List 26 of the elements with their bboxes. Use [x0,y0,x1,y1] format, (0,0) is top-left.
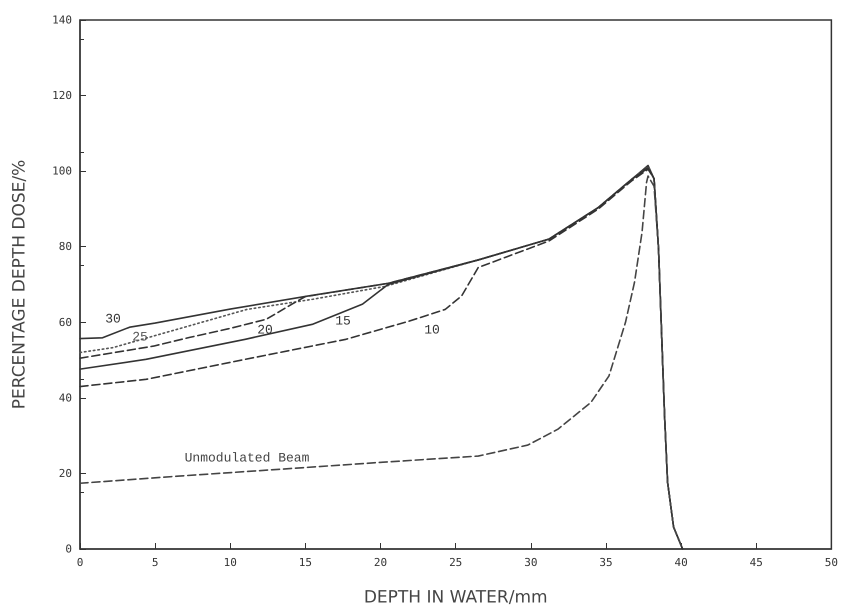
series-label: 20 [257,322,273,338]
series-label: 30 [105,312,121,326]
x-axis-title: DEPTH IN WATER/mm [364,588,548,608]
series-label: 15 [335,314,351,328]
y-tick-label: 0 [65,542,72,556]
y-tick-label: 60 [58,316,72,329]
y-tick-label: 140 [52,14,72,26]
x-tick-label: 50 [824,556,838,569]
x-tick-label: 5 [152,556,158,569]
y-tick-label: 100 [52,164,72,178]
x-tick-label: 10 [224,556,237,569]
x-tick-label: 0 [76,556,84,569]
y-tick-label: 120 [52,89,72,102]
x-tick-label: 20 [374,556,388,569]
y-tick-label: 80 [58,240,72,254]
y-tick-label: 20 [58,466,72,480]
x-tick-label: 30 [524,556,538,569]
x-tick-label: 15 [298,556,312,569]
series-label: 10 [424,322,440,338]
x-tick-label: 40 [674,556,688,569]
x-tick-label: 35 [599,556,613,569]
y-axis-title: PERCENTAGE DEPTH DOSE/% [10,160,30,410]
x-tick-label: 25 [449,556,462,569]
y-tick-label: 40 [58,391,72,404]
series-label: Unmodulated Beam [184,450,310,466]
x-tick-label: 45 [750,556,763,569]
